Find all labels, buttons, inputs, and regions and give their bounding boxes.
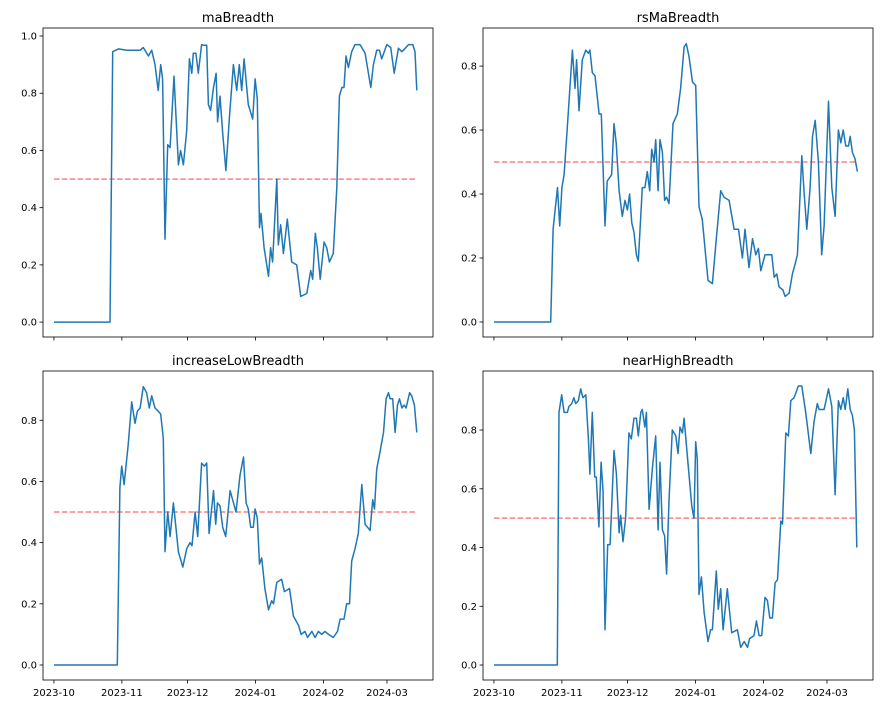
chart-title-increaselowbreadth: increaseLowBreadth: [172, 354, 304, 369]
y-tick-label: 0.0: [461, 661, 477, 672]
y-tick-label: 0.8: [461, 426, 477, 437]
x-tick-label: 2023-11: [541, 688, 583, 699]
y-tick-label: 0.4: [21, 203, 37, 214]
y-tick-label: 0.6: [21, 477, 37, 488]
y-tick-label: 0.8: [21, 416, 37, 427]
x-tick-label: 2024-03: [366, 688, 408, 699]
y-tick-label: 0.0: [461, 317, 477, 328]
series-line-increaseLowBreadth: [54, 385, 418, 666]
x-tick-label: 2024-02: [743, 688, 785, 699]
y-tick-label: 0.2: [21, 599, 37, 610]
x-tick-label: 2023-12: [167, 688, 209, 699]
y-tick-label: 0.8: [21, 89, 37, 100]
y-tick-label: 0.4: [21, 538, 37, 549]
series-line-rsMaBreadth: [494, 42, 859, 323]
y-tick-label: 0.0: [21, 318, 37, 329]
y-tick-label: 0.6: [461, 126, 477, 137]
y-tick-label: 0.4: [461, 190, 477, 201]
x-tick-label: 2023-10: [33, 688, 75, 699]
y-tick-label: 0.6: [461, 484, 477, 495]
x-tick-label: 2023-10: [473, 688, 515, 699]
chart-title-mabreadth: maBreadth: [202, 11, 274, 26]
y-tick-label: 0.2: [461, 253, 477, 264]
x-tick-label: 2024-02: [303, 688, 345, 699]
chart-title-nearhighbreadth: nearHighBreadth: [623, 354, 734, 369]
x-tick-label: 2023-12: [607, 688, 649, 699]
y-tick-label: 0.6: [21, 146, 37, 157]
y-tick-label: 0.0: [21, 661, 37, 672]
axes-frame: [482, 370, 874, 681]
series-line-maBreadth: [54, 43, 418, 323]
y-tick-label: 0.2: [461, 602, 477, 613]
axes-frame: [482, 27, 874, 338]
y-tick-label: 1.0: [21, 32, 37, 43]
y-tick-label: 0.8: [461, 62, 477, 73]
axes-frame: [42, 27, 434, 338]
series-line-nearHighBreadth: [494, 385, 858, 666]
x-tick-label: 2023-11: [101, 688, 143, 699]
x-tick-label: 2024-03: [806, 688, 848, 699]
y-tick-label: 0.2: [21, 260, 37, 271]
chart-title-rsmabreadth: rsMaBreadth: [637, 11, 720, 26]
x-tick-label: 2024-01: [675, 688, 717, 699]
axes-frame: [42, 370, 434, 681]
x-tick-label: 2024-01: [235, 688, 277, 699]
y-tick-label: 0.4: [461, 543, 477, 554]
